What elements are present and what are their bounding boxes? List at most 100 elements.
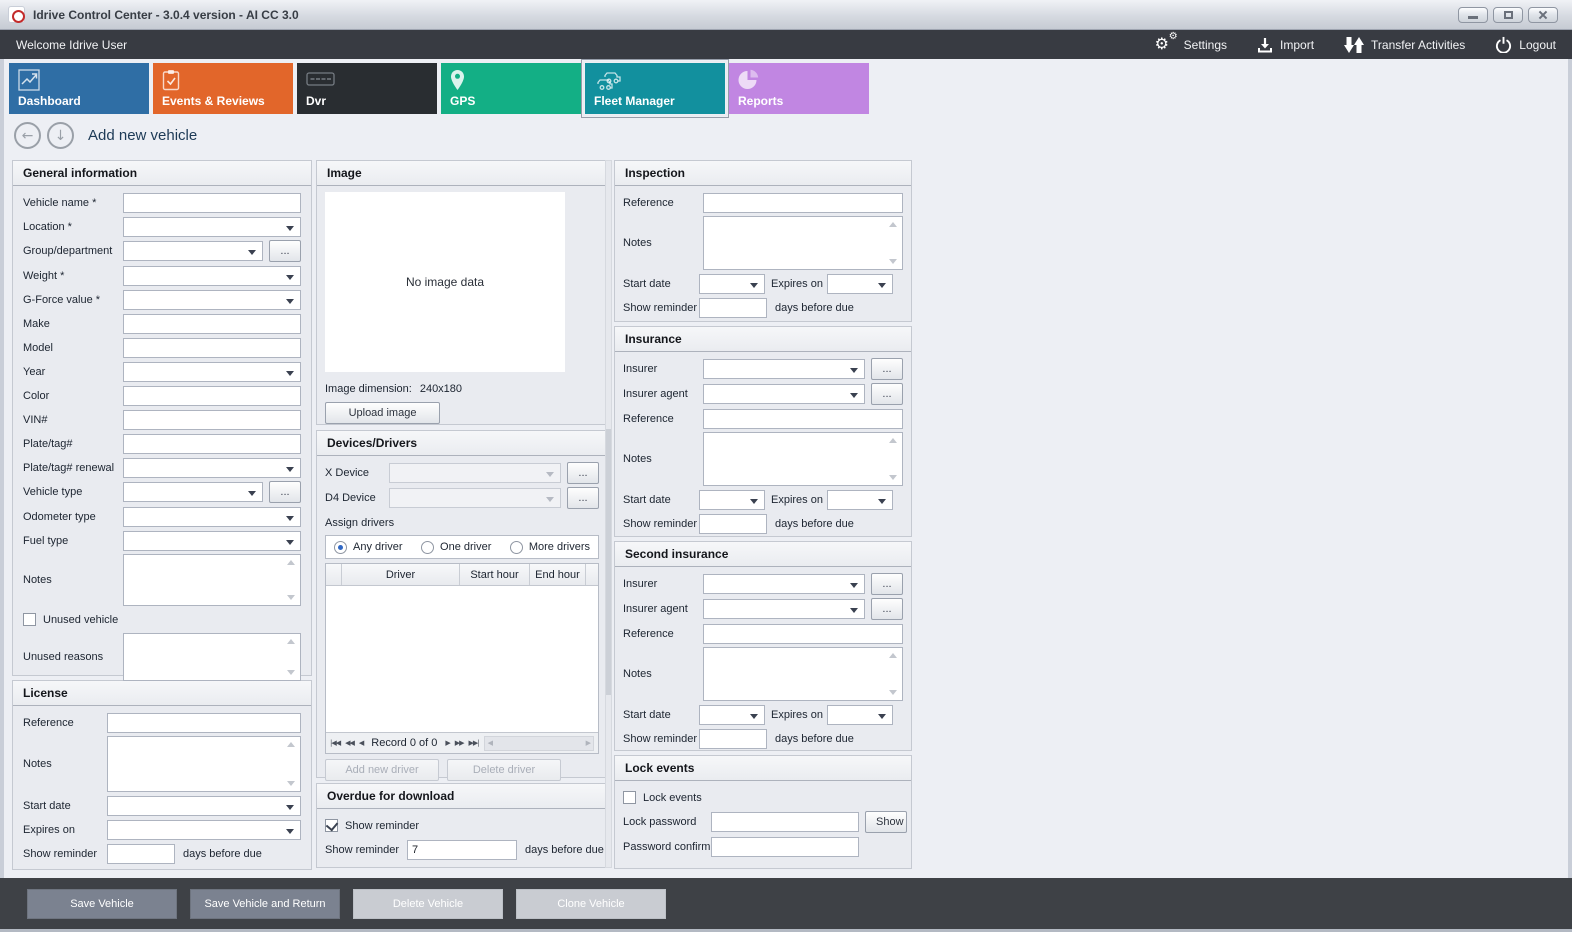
second-insurer-select[interactable] <box>703 574 865 594</box>
radio-one-driver[interactable]: One driver <box>421 540 491 554</box>
drivers-grid-body[interactable] <box>326 586 598 732</box>
save-vehicle-return-button[interactable]: Save Vehicle and Return <box>190 888 340 919</box>
second-insurance-notes-textarea[interactable] <box>703 647 903 701</box>
logout-button[interactable]: Logout <box>1495 36 1556 53</box>
plate-input[interactable] <box>123 433 301 454</box>
minimize-button[interactable] <box>1458 6 1488 23</box>
save-vehicle-button[interactable]: Save Vehicle <box>27 888 177 919</box>
more-drivers-label: More drivers <box>528 541 590 553</box>
field-license-reference: Reference <box>23 712 301 733</box>
collapse-button[interactable]: ↓ <box>47 122 74 149</box>
second-insurer-agent-browse-button[interactable]: ... <box>871 598 903 620</box>
insurance-reference-input[interactable] <box>703 408 903 429</box>
insurance-reminder-input[interactable] <box>699 513 767 534</box>
expires-on-label: Expires on <box>771 493 823 506</box>
content-vertical-scrollbar[interactable] <box>605 160 612 868</box>
second-insurance-expires-on-select[interactable] <box>827 704 893 725</box>
vehicle-name-input[interactable] <box>123 192 301 213</box>
tab-dashboard[interactable]: Dashboard <box>9 63 149 114</box>
vehicle-type-select[interactable] <box>123 482 263 502</box>
next-record-icon[interactable]: ▶ <box>445 739 450 747</box>
clone-vehicle-button[interactable]: Clone Vehicle <box>516 888 666 919</box>
vehicle-type-browse-button[interactable]: ... <box>269 481 301 503</box>
maximize-button[interactable] <box>1493 6 1523 23</box>
unused-vehicle-checkbox[interactable] <box>23 613 36 626</box>
d4-device-select[interactable] <box>389 488 561 508</box>
radio-any-driver[interactable]: Any driver <box>334 540 403 554</box>
plate-renewal-select[interactable] <box>123 457 301 478</box>
inspection-expires-on-select[interactable] <box>827 273 893 294</box>
close-button[interactable] <box>1528 6 1558 23</box>
general-notes-textarea[interactable] <box>123 554 301 606</box>
lock-events-checkbox[interactable] <box>623 791 636 804</box>
import-button[interactable]: Import <box>1257 37 1314 53</box>
inspection-reminder-input[interactable] <box>699 297 767 318</box>
end-hour-column-header[interactable]: End hour <box>530 564 586 585</box>
second-insurance-reminder-input[interactable] <box>699 728 767 749</box>
second-insurance-start-date-select[interactable] <box>699 704 765 725</box>
second-insurance-reference-input[interactable] <box>703 623 903 644</box>
prev-page-icon[interactable]: ◀◀ <box>345 739 355 747</box>
unused-reasons-textarea[interactable] <box>123 633 301 681</box>
odometer-type-select[interactable] <box>123 506 301 527</box>
d4-device-browse-button[interactable]: ... <box>567 487 599 509</box>
upload-image-button[interactable]: Upload image <box>325 402 440 424</box>
insurance-expires-on-select[interactable] <box>827 489 893 510</box>
logout-label: Logout <box>1519 37 1556 52</box>
driver-column-header[interactable]: Driver <box>342 564 460 585</box>
tab-events-reviews[interactable]: Events & Reviews <box>153 63 293 114</box>
lock-password-input[interactable] <box>711 812 859 832</box>
start-hour-column-header[interactable]: Start hour <box>460 564 530 585</box>
inspection-start-date-select[interactable] <box>699 273 765 294</box>
delete-driver-button[interactable]: Delete driver <box>447 759 561 781</box>
prev-record-icon[interactable]: ◀ <box>358 739 364 747</box>
insurer-agent-select[interactable] <box>703 384 865 404</box>
radio-more-drivers[interactable]: More drivers <box>509 540 590 554</box>
add-new-driver-button[interactable]: Add new driver <box>325 759 439 781</box>
settings-button[interactable]: ⚙ ⚙ Settings <box>1155 31 1227 55</box>
license-start-date-select[interactable] <box>107 795 301 816</box>
insurance-start-date-select[interactable] <box>699 489 765 510</box>
group-department-browse-button[interactable]: ... <box>269 240 301 262</box>
weight-select[interactable] <box>123 265 301 286</box>
model-input[interactable] <box>123 337 301 358</box>
license-reference-input[interactable] <box>107 712 301 733</box>
last-record-icon[interactable]: ▶▶| <box>468 739 480 747</box>
show-password-button[interactable]: Show <box>865 811 907 833</box>
tab-fleet-manager[interactable]: Fleet Manager <box>581 59 729 118</box>
fuel-type-select[interactable] <box>123 530 301 551</box>
insurer-select[interactable] <box>703 359 865 379</box>
tab-reports[interactable]: Reports <box>729 63 869 114</box>
delete-vehicle-button[interactable]: Delete Vehicle <box>353 888 503 919</box>
insurance-notes-textarea[interactable] <box>703 432 903 486</box>
password-confirm-input[interactable] <box>711 836 859 857</box>
vin-input[interactable] <box>123 409 301 430</box>
second-insurer-agent-select[interactable] <box>703 599 865 619</box>
second-insurer-browse-button[interactable]: ... <box>871 573 903 595</box>
overdue-reminder-input[interactable] <box>407 839 517 860</box>
back-button[interactable]: ← <box>14 122 41 149</box>
group-department-select[interactable] <box>123 241 263 261</box>
year-select[interactable] <box>123 361 301 382</box>
grid-horizontal-scrollbar[interactable]: ◀ ▶ <box>483 735 594 751</box>
color-input[interactable] <box>123 385 301 406</box>
first-record-icon[interactable]: |◀◀ <box>330 739 341 747</box>
next-page-icon[interactable]: ▶▶ <box>454 739 465 747</box>
license-notes-textarea[interactable] <box>107 736 301 792</box>
x-device-browse-button[interactable]: ... <box>567 462 599 484</box>
license-expires-on-select[interactable] <box>107 819 301 840</box>
x-device-select[interactable] <box>389 463 561 483</box>
inspection-reference-input[interactable] <box>703 192 903 213</box>
insurer-agent-browse-button[interactable]: ... <box>871 383 903 405</box>
location-select[interactable] <box>123 216 301 237</box>
transfer-activities-button[interactable]: Transfer Activities <box>1344 36 1465 54</box>
show-reminder-checkbox[interactable] <box>325 819 338 832</box>
scrollbar-thumb[interactable] <box>606 429 611 695</box>
inspection-notes-textarea[interactable] <box>703 216 903 270</box>
make-input[interactable] <box>123 313 301 334</box>
tab-gps[interactable]: GPS <box>441 63 581 114</box>
insurer-browse-button[interactable]: ... <box>871 358 903 380</box>
gforce-select[interactable] <box>123 289 301 310</box>
tab-dvr[interactable]: Dvr <box>297 63 437 114</box>
license-reminder-input[interactable] <box>107 843 175 864</box>
